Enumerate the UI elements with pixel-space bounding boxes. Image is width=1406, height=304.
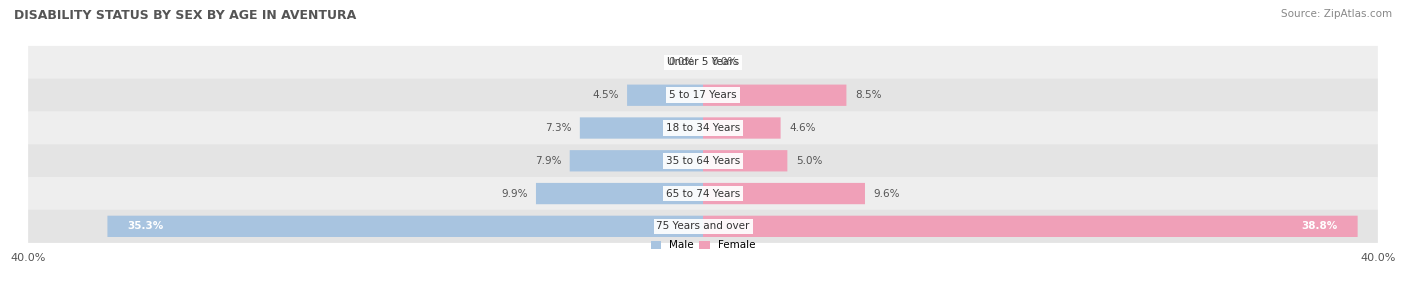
Text: 75 Years and over: 75 Years and over <box>657 221 749 231</box>
Text: 38.8%: 38.8% <box>1301 221 1337 231</box>
FancyBboxPatch shape <box>627 85 703 106</box>
Text: 8.5%: 8.5% <box>855 90 882 100</box>
Text: 0.0%: 0.0% <box>711 57 738 67</box>
FancyBboxPatch shape <box>28 112 1378 145</box>
FancyBboxPatch shape <box>703 85 846 106</box>
Text: Under 5 Years: Under 5 Years <box>666 57 740 67</box>
Text: 4.5%: 4.5% <box>592 90 619 100</box>
FancyBboxPatch shape <box>28 177 1378 210</box>
Text: 7.3%: 7.3% <box>546 123 571 133</box>
Text: 18 to 34 Years: 18 to 34 Years <box>666 123 740 133</box>
FancyBboxPatch shape <box>107 216 703 237</box>
FancyBboxPatch shape <box>703 183 865 204</box>
Legend: Male, Female: Male, Female <box>647 236 759 254</box>
Text: 5.0%: 5.0% <box>796 156 823 166</box>
Text: 65 to 74 Years: 65 to 74 Years <box>666 188 740 199</box>
FancyBboxPatch shape <box>703 216 1358 237</box>
FancyBboxPatch shape <box>28 210 1378 243</box>
FancyBboxPatch shape <box>28 79 1378 112</box>
FancyBboxPatch shape <box>28 144 1378 177</box>
FancyBboxPatch shape <box>703 150 787 171</box>
Text: 35.3%: 35.3% <box>128 221 165 231</box>
FancyBboxPatch shape <box>569 150 703 171</box>
Text: 9.9%: 9.9% <box>501 188 527 199</box>
Text: 5 to 17 Years: 5 to 17 Years <box>669 90 737 100</box>
Text: Source: ZipAtlas.com: Source: ZipAtlas.com <box>1281 9 1392 19</box>
Text: DISABILITY STATUS BY SEX BY AGE IN AVENTURA: DISABILITY STATUS BY SEX BY AGE IN AVENT… <box>14 9 356 22</box>
Text: 9.6%: 9.6% <box>873 188 900 199</box>
Text: 35 to 64 Years: 35 to 64 Years <box>666 156 740 166</box>
FancyBboxPatch shape <box>579 117 703 139</box>
Text: 0.0%: 0.0% <box>668 57 695 67</box>
FancyBboxPatch shape <box>28 46 1378 79</box>
Text: 7.9%: 7.9% <box>534 156 561 166</box>
Text: 4.6%: 4.6% <box>789 123 815 133</box>
FancyBboxPatch shape <box>536 183 703 204</box>
FancyBboxPatch shape <box>703 117 780 139</box>
